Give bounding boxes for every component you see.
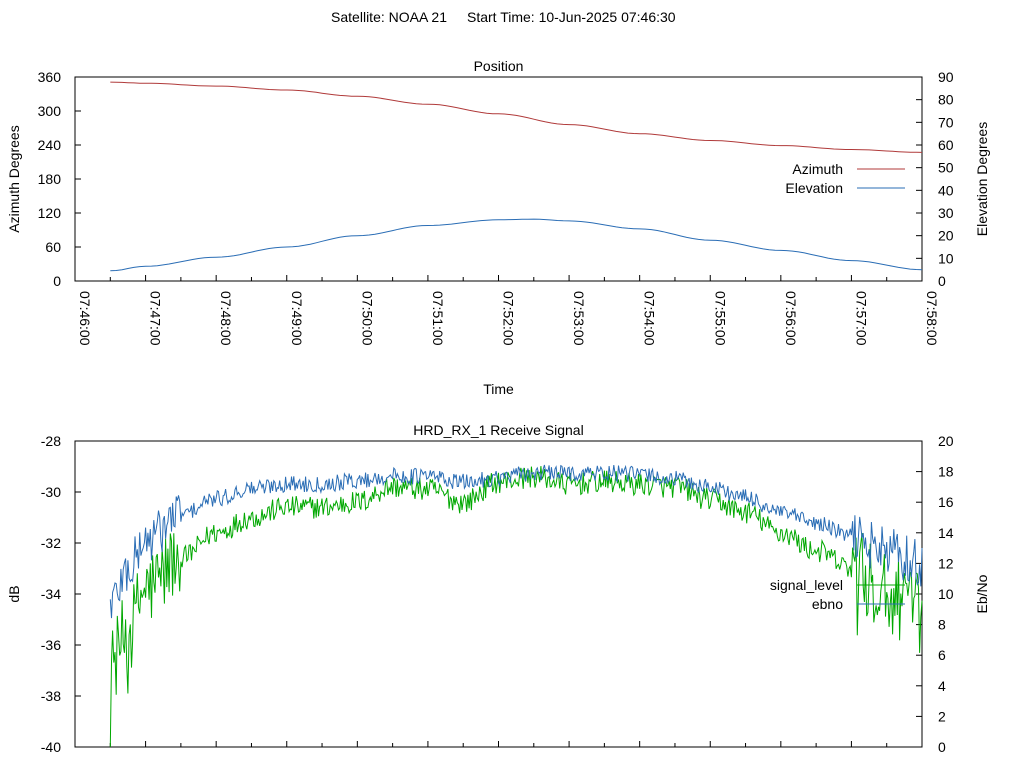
position-x-tick-label: 07:57:00 [853,291,869,346]
signal-y-tick-label: -32 [41,535,61,551]
position-x-tick-label: 07:49:00 [289,291,305,346]
position-y-tick-label: 180 [38,171,62,187]
position-chart: Position 0 60 120 180 240 300 360 0 10 20 30 40 50 60 7… [6,58,990,397]
signal-y2-tick-label: 4 [938,678,946,694]
position-x-tick-label: 07:46:00 [77,291,93,346]
position-y-tick-label: 60 [45,239,61,255]
signal-y-tick-label: -30 [41,484,61,500]
position-x-tick-label: 07:47:00 [148,291,164,346]
signal-y2-tick-label: 14 [938,525,954,541]
position-y2-tick-label: 60 [938,137,954,153]
signal-y-tick-label: -40 [41,739,61,755]
signal-y2-tick-label: 0 [938,739,946,755]
signal-y2-tick-label: 8 [938,617,946,633]
position-x-tick-label: 07:56:00 [783,291,799,346]
position-y2-tick-label: 80 [938,92,954,108]
position-x-axis-label: Time [483,381,514,397]
signal-y-tick-label: -34 [41,586,61,602]
position-y2-tick-label: 30 [938,205,954,221]
position-y2-tick-label: 10 [938,250,954,266]
signal-y-axis-label: dB [6,585,22,602]
receive-signal-chart: HRD_RX_1 Receive Signal -40 -38 -36 -34 -32 -3… [6,422,990,755]
position-y2-tick-label: 70 [938,114,954,130]
signal-title: HRD_RX_1 Receive Signal [413,422,583,438]
header-start-time: Start Time: 10-Jun-2025 07:46:30 [467,9,676,25]
position-y2-axis-label: Elevation Degrees [974,122,990,236]
signal-y2-tick-label: 20 [938,433,954,449]
position-series-elevation-line [110,218,923,272]
position-x-tick-label: 07:55:00 [712,291,728,346]
position-x-tick-label: 07:58:00 [924,291,940,346]
signal-legend-label-ebno: ebno [812,596,843,612]
position-y-tick-label: 240 [38,137,62,153]
signal-series-signal-level-line [109,466,923,748]
position-x-tick-label: 07:48:00 [218,291,234,346]
position-y2-tick-label: 50 [938,160,954,176]
position-legend-label-azimuth: Azimuth [792,161,843,177]
position-y2-tick-label: 20 [938,228,954,244]
position-y-tick-label: 360 [38,69,62,85]
signal-y-tick-label: -28 [41,433,61,449]
position-y2-tick-label: 90 [938,69,954,85]
header-satellite: Satellite: NOAA 21 [331,9,447,25]
position-y2-tick-label: 0 [938,273,946,289]
position-plot-frame [74,76,923,282]
signal-y2-axis-label: Eb/No [974,574,990,613]
signal-y2-tick-label: 12 [938,555,954,571]
signal-y-tick-label: -36 [41,637,61,653]
signal-y2-tick-label: 2 [938,708,946,724]
position-legend-label-elevation: Elevation [785,180,843,196]
signal-y2-tick-label: 16 [938,494,954,510]
position-title: Position [474,58,524,74]
position-x-tick-label: 07:50:00 [359,291,375,346]
position-x-tick-label: 07:52:00 [501,291,517,346]
position-y-tick-label: 0 [53,273,61,289]
position-y-tick-label: 120 [38,205,62,221]
position-x-tick-label: 07:53:00 [571,291,587,346]
position-series-azimuth-line [110,81,923,153]
signal-series-ebno-line [109,464,923,619]
signal-y2-tick-label: 10 [938,586,954,602]
signal-y2-tick-label: 6 [938,647,946,663]
position-y-axis-label: Azimuth Degrees [6,125,22,232]
signal-plot-frame [74,440,923,748]
signal-y-tick-label: -38 [41,688,61,704]
position-x-tick-label: 07:54:00 [642,291,658,346]
position-y-tick-label: 300 [38,103,62,119]
position-x-tick-label: 07:51:00 [430,291,446,346]
signal-y2-tick-label: 18 [938,464,954,480]
position-y2-tick-label: 40 [938,182,954,198]
signal-legend-label-signal-level: signal_level [770,577,843,593]
